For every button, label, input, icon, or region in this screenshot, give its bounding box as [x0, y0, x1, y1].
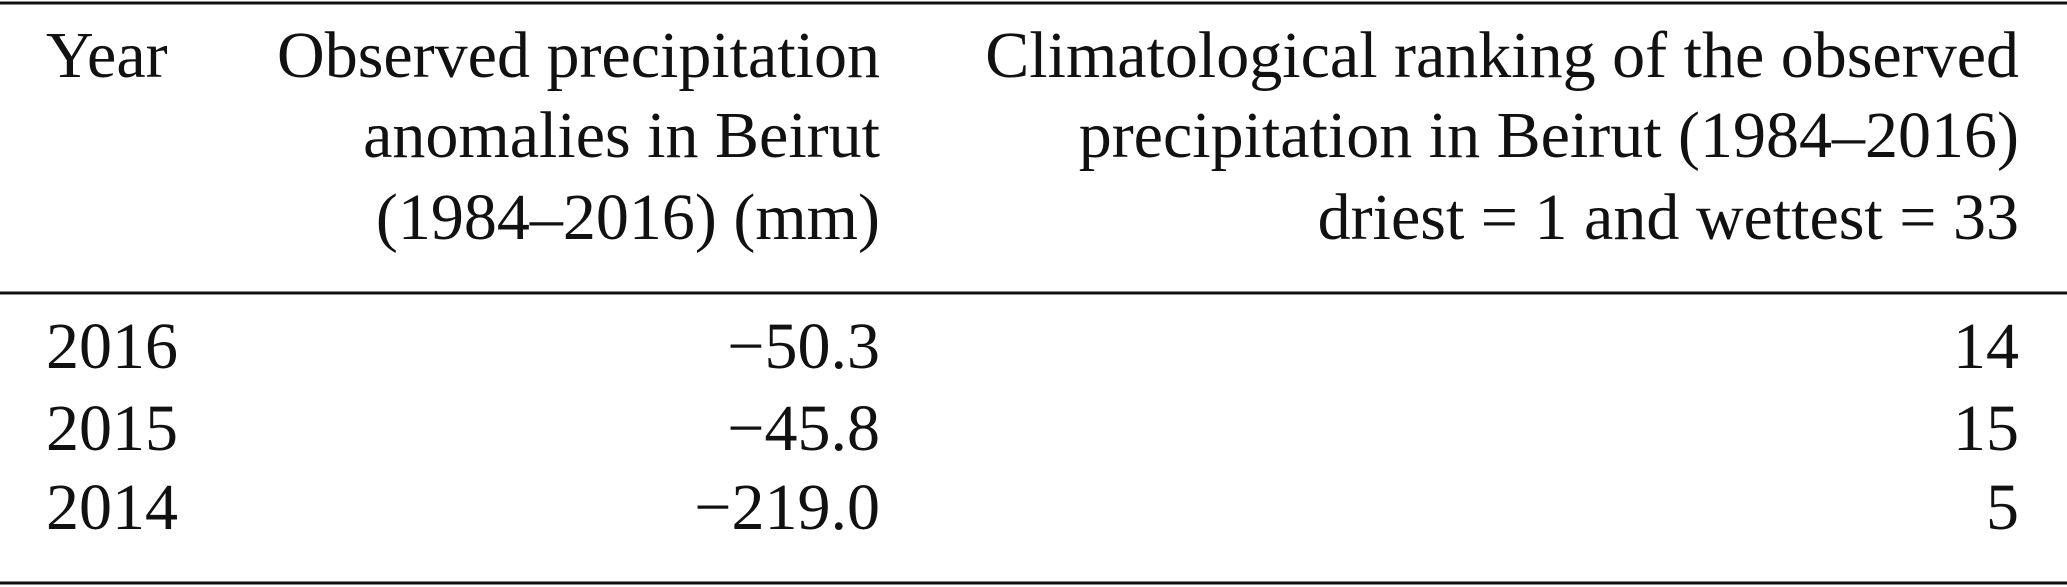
header-cell: Observed precipitation — [277, 19, 880, 92]
cell: 2014 — [46, 471, 178, 544]
cell: −219.0 — [694, 471, 880, 544]
cell: 2015 — [46, 392, 178, 465]
header-cell: Climatological ranking of the observed — [985, 19, 2019, 92]
header-cell: driest = 1 and wettest = 33 — [1318, 181, 2019, 254]
cell: −45.8 — [727, 392, 880, 465]
cell: −50.3 — [727, 310, 880, 383]
cell: 15 — [1953, 392, 2019, 465]
header-cell: Year — [46, 19, 168, 92]
cell: 2016 — [46, 310, 178, 383]
cell: 5 — [1986, 471, 2019, 544]
header-cell: precipitation in Beirut (1984–2016) — [1079, 99, 2019, 172]
header-cell: (1984–2016) (mm) — [376, 181, 880, 254]
header-cell: anomalies in Beirut — [363, 99, 880, 172]
cell: 14 — [1953, 310, 2019, 383]
